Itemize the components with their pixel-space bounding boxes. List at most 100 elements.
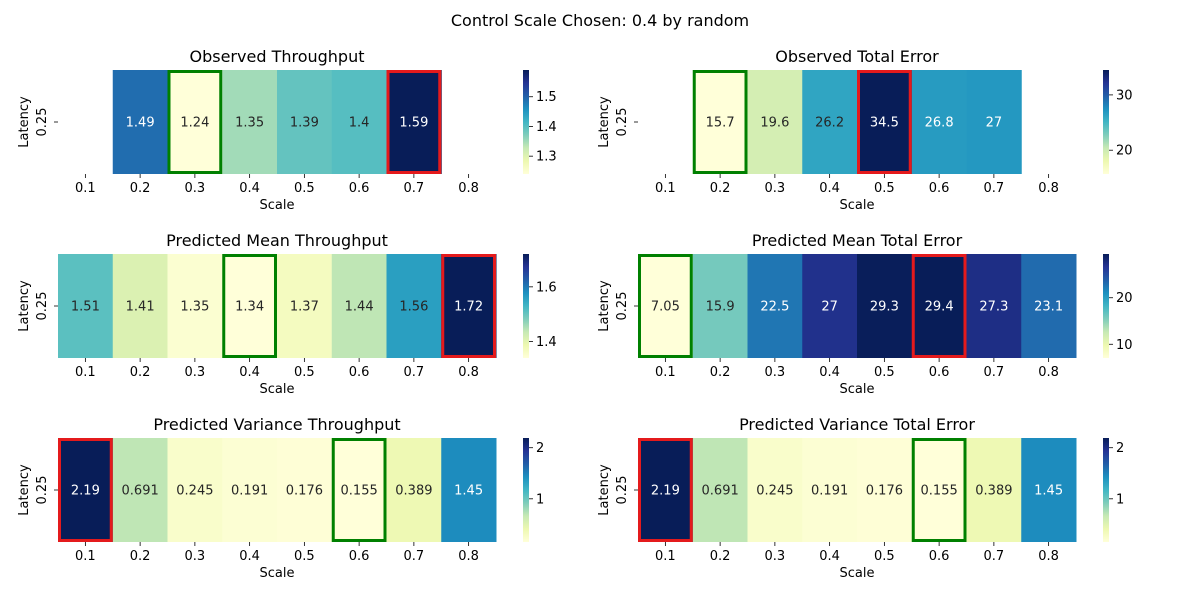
min-highlight-box: [331, 438, 387, 542]
heatmap-cell: [441, 254, 497, 358]
heatmap-cell: [857, 254, 913, 358]
x-tick-label: 0.1: [75, 181, 96, 196]
x-axis-label: Scale: [840, 198, 875, 213]
x-tick-label: 0.3: [185, 365, 206, 380]
cell-value-label: 26.2: [815, 116, 844, 131]
heatmap-cell: [638, 438, 694, 542]
heatmap-cell: [58, 254, 114, 358]
heatmap-cell: [1021, 438, 1077, 542]
cell-value-label: 1.34: [235, 300, 264, 315]
heatmap-cell: [911, 438, 967, 542]
heatmap-panel: Predicted Variance Total Error 2.19 0.691 0…: [597, 415, 1124, 581]
x-tick-label: 0.4: [239, 549, 260, 564]
heatmap-cell: [441, 438, 497, 542]
heatmap-cell: [857, 70, 913, 174]
x-tick-label: 0.8: [1038, 365, 1059, 380]
x-tick-label: 0.6: [929, 365, 950, 380]
heatmap-cell: [112, 254, 168, 358]
cell-value-label: 1.37: [290, 300, 319, 315]
cell-value-label: 1.39: [290, 116, 319, 131]
cell-value-label: 0.389: [975, 484, 1012, 499]
x-tick-label: 0.8: [458, 549, 479, 564]
y-tick-label: 0.25: [615, 292, 630, 321]
min-highlight-box: [692, 70, 748, 174]
cell-value-label: 0.691: [122, 484, 159, 499]
cell-value-label: 15.7: [706, 116, 735, 131]
panel-title: Predicted Mean Total Error: [752, 231, 963, 250]
cell-value-label: 0.155: [341, 484, 378, 499]
heatmap-cell: [331, 70, 387, 174]
y-axis-label: Latency: [597, 464, 612, 516]
x-tick-label: 0.2: [130, 549, 151, 564]
x-tick-label: 0.6: [929, 181, 950, 196]
heatmap-cell: [58, 438, 114, 542]
colorbar-tick-label: 1.5: [536, 90, 557, 105]
heatmap-cell: [277, 254, 333, 358]
heatmap-cell: [1021, 254, 1077, 358]
cell-value-label: 27: [986, 116, 1003, 131]
x-tick-label: 0.5: [294, 365, 315, 380]
heatmap-cell: [167, 254, 223, 358]
heatmap-panel: Observed Total Error 15.7 19.6 26.2 34.5 26.8…: [597, 47, 1133, 213]
panel-title: Observed Throughput: [190, 47, 365, 66]
cell-value-label: 1.45: [454, 484, 483, 499]
x-tick-label: 0.3: [185, 549, 206, 564]
x-tick-label: 0.2: [710, 365, 731, 380]
cell-value-label: 34.5: [870, 116, 899, 131]
panel-title: Predicted Variance Throughput: [153, 415, 400, 434]
y-tick-label: 0.25: [615, 476, 630, 505]
x-tick-label: 0.2: [130, 181, 151, 196]
heatmap-cell: [966, 254, 1022, 358]
cell-value-label: 0.691: [702, 484, 739, 499]
colorbar-tick-label: 20: [1116, 144, 1133, 159]
y-tick-label: 0.25: [35, 476, 50, 505]
cell-value-label: 2.19: [651, 484, 680, 499]
cell-value-label: 0.191: [231, 484, 268, 499]
x-tick-label: 0.4: [819, 365, 840, 380]
colorbar-tick-label: 1.6: [536, 280, 557, 295]
x-tick-label: 0.3: [765, 549, 786, 564]
cell-value-label: 0.176: [866, 484, 903, 499]
heatmap-cell: [638, 254, 694, 358]
cell-value-label: 1.24: [180, 116, 209, 131]
x-tick-label: 0.6: [929, 549, 950, 564]
colorbar-tick-label: 30: [1116, 88, 1133, 103]
x-tick-label: 0.1: [655, 549, 676, 564]
colorbar-tick-label: 1.3: [536, 150, 557, 165]
cell-value-label: 29.3: [870, 300, 899, 315]
cell-value-label: 7.05: [651, 300, 680, 315]
max-highlight-box: [911, 254, 967, 358]
x-tick-label: 0.5: [874, 549, 895, 564]
cell-value-label: 0.176: [286, 484, 323, 499]
colorbar: [1103, 254, 1109, 358]
cell-value-label: 0.191: [811, 484, 848, 499]
x-tick-label: 0.1: [655, 365, 676, 380]
x-tick-label: 0.7: [404, 365, 425, 380]
max-highlight-box: [386, 70, 442, 174]
x-tick-label: 0.7: [404, 549, 425, 564]
cell-value-label: 27.3: [979, 300, 1008, 315]
x-tick-label: 0.5: [874, 181, 895, 196]
heatmap-cell: [692, 438, 748, 542]
cell-value-label: 1.72: [454, 300, 483, 315]
y-tick-label: 0.25: [35, 292, 50, 321]
heatmap-cell: [802, 70, 858, 174]
cell-value-label: 1.59: [399, 116, 428, 131]
x-tick-label: 0.3: [765, 181, 786, 196]
x-tick-label: 0.5: [294, 549, 315, 564]
colorbar-tick-label: 1.4: [536, 120, 557, 135]
x-tick-label: 0.4: [239, 181, 260, 196]
y-axis-label: Latency: [597, 280, 612, 332]
x-tick-label: 0.8: [458, 181, 479, 196]
cell-value-label: 2.19: [71, 484, 100, 499]
x-tick-label: 0.1: [655, 181, 676, 196]
colorbar: [523, 438, 529, 542]
heatmap-cell: [331, 438, 387, 542]
cell-value-label: 0.389: [395, 484, 432, 499]
heatmap-cell: [802, 438, 858, 542]
cell-value-label: 15.9: [706, 300, 735, 315]
x-tick-label: 0.6: [349, 365, 370, 380]
cell-value-label: 0.245: [176, 484, 213, 499]
heatmap-panel: Observed Throughput 1.49 1.24 1.35 1.39 1.4 1.…: [17, 47, 557, 213]
